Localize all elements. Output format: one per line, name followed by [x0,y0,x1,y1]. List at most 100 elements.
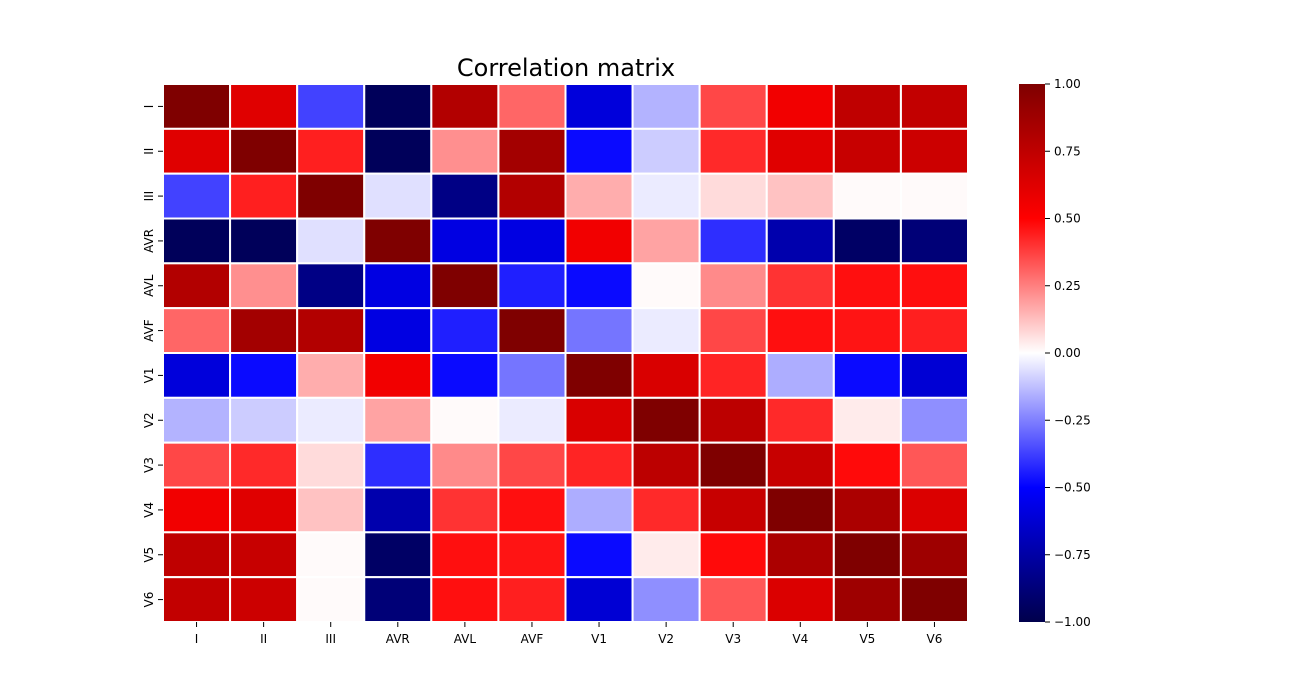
heatmap-cell-avr-avr [363,217,433,265]
heatmap-cell-v5-v3 [698,531,768,579]
heatmap-cell-iii-v2 [631,172,701,220]
heatmap-cell-v4-iii [296,486,366,534]
y-tick-label: V1 [142,367,156,383]
x-tick-label: AVL [454,632,477,646]
x-tick-label: V3 [725,632,741,646]
heatmap-cell-v6-iii [296,576,366,623]
heatmap-cell-v3-v4 [765,441,835,489]
heatmap-cell-v4-v5 [832,486,902,534]
heatmap-cell-v3-ii [229,441,299,489]
heatmap-cell-v6-v2 [631,576,701,623]
heatmap-cell-iii-ii [229,172,299,220]
heatmap-cell-v1-v4 [765,352,835,399]
y-tick-label: V2 [142,412,156,428]
heatmap-cell-v4-v4 [765,486,835,534]
heatmap-cell-v3-v1 [564,441,634,489]
x-tick-label: I [195,632,199,646]
heatmap-cell-v2-i [162,396,232,444]
heatmap-cell-avf-avl [430,307,500,355]
heatmap-cell-v6-v3 [698,576,768,623]
heatmap-cell-v5-i [162,531,232,579]
heatmap-cell-avl-ii [229,262,299,310]
heatmap-cell-v1-v6 [899,352,969,399]
heatmap-cell-v2-v3 [698,396,768,444]
heatmap-cell-v3-v2 [631,441,701,489]
heatmap-cell-v4-avf [497,486,567,534]
heatmap-cell-v1-avf [497,352,567,399]
heatmap-cell-avr-v1 [564,217,634,265]
heatmap-cell-iii-v4 [765,172,835,220]
heatmap-cell-avl-avl [430,262,500,310]
heatmap-cell-v6-v4 [765,576,835,623]
colorbar-tick-label: 0.75 [1054,144,1081,158]
heatmap-cell-iii-v1 [564,172,634,220]
colorbar-tick-label: −0.25 [1054,413,1091,427]
heatmap-cell-v5-avr [363,531,433,579]
heatmap-cell-ii-v4 [765,127,835,175]
heatmap-cell-avl-v6 [899,262,969,310]
heatmap-cell-avr-avf [497,217,567,265]
heatmap-cell-v5-v2 [631,531,701,579]
heatmap-cell-avl-avr [363,262,433,310]
heatmap-cell-v6-avf [497,576,567,623]
heatmap-cell-iii-v6 [899,172,969,220]
heatmap-cell-iii-avr [363,172,433,220]
heatmap-cell-v5-iii [296,531,366,579]
heatmap-cell-avl-v4 [765,262,835,310]
heatmap-cell-v4-ii [229,486,299,534]
heatmap-cell-avf-v6 [899,307,969,355]
heatmap-cell-ii-v2 [631,127,701,175]
colorbar-tick-label: 0.25 [1054,279,1081,293]
heatmap-cell-iii-i [162,172,232,220]
heatmap-cell-i-v3 [698,83,768,130]
heatmap-cell-avr-iii [296,217,366,265]
heatmap-cell-i-v6 [899,83,969,130]
y-tick-label: V6 [142,592,156,608]
heatmap-cell-v4-avl [430,486,500,534]
heatmap-cell-v4-v3 [698,486,768,534]
x-tick-label: AVF [521,632,544,646]
heatmap-cell-i-v4 [765,83,835,130]
heatmap-cell-ii-avr [363,127,433,175]
heatmap-cell-v1-v3 [698,352,768,399]
heatmap-cell-v3-iii [296,441,366,489]
heatmap-cell-v1-i [162,352,232,399]
colorbar-tick-label: −0.50 [1054,481,1091,495]
heatmap-cell-v6-avr [363,576,433,623]
heatmap-cell-v5-v5 [832,531,902,579]
heatmap-cell-ii-ii [229,127,299,175]
heatmap-cell-v4-i [162,486,232,534]
heatmap-cell-avf-avf [497,307,567,355]
y-tick-label: III [142,191,156,202]
heatmap-cell-v1-v1 [564,352,634,399]
heatmap-cell-avr-v6 [899,217,969,265]
heatmap-cell-ii-iii [296,127,366,175]
heatmap-cell-ii-v3 [698,127,768,175]
heatmap-cell-avr-v4 [765,217,835,265]
heatmap-cell-v6-i [162,576,232,623]
heatmap-cell-v1-iii [296,352,366,399]
x-tick-label: AVR [386,632,410,646]
heatmap-cell-avl-v1 [564,262,634,310]
heatmap-cell-iii-v3 [698,172,768,220]
heatmap-cell-v4-avr [363,486,433,534]
heatmap-cell-v6-ii [229,576,299,623]
heatmap-cell-v5-avl [430,531,500,579]
heatmap-cell-avl-avf [497,262,567,310]
heatmap-cell-v2-iii [296,396,366,444]
y-tick-label: V3 [142,457,156,473]
heatmap-cell-iii-avf [497,172,567,220]
heatmap-cell-v2-v5 [832,396,902,444]
colorbar-tick-label: −0.75 [1054,548,1091,562]
heatmap-cell-v4-v1 [564,486,634,534]
heatmap-cell-v2-v4 [765,396,835,444]
heatmap-cell-v2-v6 [899,396,969,444]
heatmap-cell-i-avl [430,83,500,130]
heatmap-cell-v2-avf [497,396,567,444]
heatmap-cell-v3-v6 [899,441,969,489]
x-axis-ticks: I II III AVR AVL AVF V1 V2 V3 V4 V5 V6 [195,622,942,646]
heatmap-cell-v5-v4 [765,531,835,579]
y-tick-label: AVF [142,319,156,342]
heatmap-cell-v3-avl [430,441,500,489]
heatmap-cell-iii-avl [430,172,500,220]
